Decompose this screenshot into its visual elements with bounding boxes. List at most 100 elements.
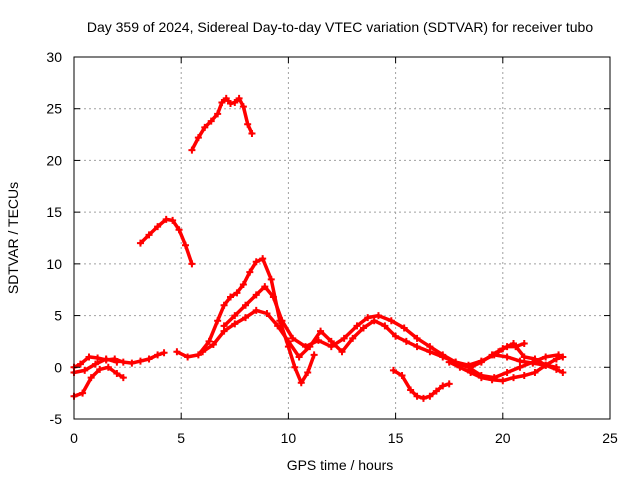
data-point xyxy=(559,368,567,376)
data-point xyxy=(310,351,318,359)
data-point xyxy=(432,387,440,395)
series-arc-dip xyxy=(389,366,453,402)
data-point xyxy=(220,301,228,309)
data-point xyxy=(244,120,252,128)
data-point xyxy=(392,332,400,340)
data-point xyxy=(259,255,267,263)
data-point xyxy=(353,322,361,330)
data-point xyxy=(160,349,168,357)
data-point xyxy=(175,226,183,234)
series-line xyxy=(72,351,166,370)
data-point xyxy=(445,358,453,366)
x-tick-label: 20 xyxy=(495,430,511,446)
data-point xyxy=(252,258,260,266)
data-point xyxy=(477,374,485,382)
data-point xyxy=(119,358,127,366)
data-point xyxy=(173,348,181,356)
data-point xyxy=(520,339,528,347)
data-point xyxy=(439,353,447,361)
series-line xyxy=(138,217,194,266)
data-point xyxy=(214,110,222,118)
x-axis-label: GPS time / hours xyxy=(287,457,394,473)
data-point xyxy=(242,314,250,322)
data-point xyxy=(520,353,528,361)
data-point xyxy=(495,348,503,356)
data-point xyxy=(488,376,496,384)
data-point xyxy=(104,363,112,371)
data-point xyxy=(419,394,427,402)
series-arc-high xyxy=(188,94,256,154)
data-point xyxy=(413,343,421,351)
data-point xyxy=(94,354,102,362)
data-point xyxy=(205,337,213,345)
data-point xyxy=(214,317,222,325)
x-tick-label: 10 xyxy=(281,430,297,446)
data-point xyxy=(113,358,121,366)
data-point xyxy=(145,231,153,239)
data-point xyxy=(340,334,348,342)
data-point xyxy=(252,306,260,314)
data-point xyxy=(503,368,511,376)
data-point xyxy=(128,359,136,367)
data-point xyxy=(231,99,239,107)
data-point xyxy=(248,130,256,138)
data-point xyxy=(400,324,408,332)
x-tick-label: 5 xyxy=(177,430,185,446)
data-point xyxy=(516,357,524,365)
data-point xyxy=(239,103,247,111)
data-point xyxy=(145,355,153,363)
data-point xyxy=(503,343,511,351)
data-point xyxy=(304,368,312,376)
data-point xyxy=(263,310,271,318)
data-point xyxy=(338,348,346,356)
data-point xyxy=(136,239,144,247)
data-point xyxy=(162,215,170,223)
data-point xyxy=(227,100,235,108)
data-point xyxy=(512,343,520,351)
data-point xyxy=(516,363,524,371)
data-point xyxy=(79,389,87,397)
data-point xyxy=(235,94,243,102)
data-point xyxy=(87,374,95,382)
series-line xyxy=(468,341,565,375)
data-point xyxy=(267,275,275,283)
data-point xyxy=(231,320,239,328)
axis-ticks: 0 5 10 15 20 25 -5 0 5 10 15 20 25 30 xyxy=(46,49,618,446)
data-point xyxy=(510,374,518,382)
y-tick-label: 10 xyxy=(46,256,62,272)
data-point xyxy=(76,360,84,368)
series-line xyxy=(496,341,526,354)
y-tick-label: 30 xyxy=(46,49,62,65)
plot-frame xyxy=(73,56,611,420)
data-point xyxy=(398,372,406,380)
series-arc-late-b xyxy=(467,339,567,376)
y-tick-label: -5 xyxy=(50,411,63,427)
data-point xyxy=(199,348,207,356)
data-point xyxy=(231,312,239,320)
data-point xyxy=(169,216,177,224)
data-point xyxy=(542,361,550,369)
data-point xyxy=(194,351,202,359)
data-point xyxy=(297,379,305,387)
data-point xyxy=(261,283,269,291)
data-point xyxy=(136,357,144,365)
data-point xyxy=(233,289,241,297)
data-point xyxy=(402,337,410,345)
series-arc-late-c xyxy=(495,339,528,356)
data-point xyxy=(531,355,539,363)
data-point xyxy=(426,348,434,356)
data-point xyxy=(349,334,357,342)
data-point xyxy=(220,327,228,335)
data-point xyxy=(246,268,254,276)
data-point xyxy=(467,363,475,371)
data-point xyxy=(222,94,230,102)
data-point xyxy=(96,365,104,373)
data-point xyxy=(81,366,89,374)
data-point xyxy=(239,281,247,289)
data-point xyxy=(488,351,496,359)
data-point xyxy=(552,355,560,363)
data-point xyxy=(374,312,382,320)
data-point xyxy=(269,293,277,301)
data-point xyxy=(113,369,121,377)
data-point xyxy=(542,353,550,361)
